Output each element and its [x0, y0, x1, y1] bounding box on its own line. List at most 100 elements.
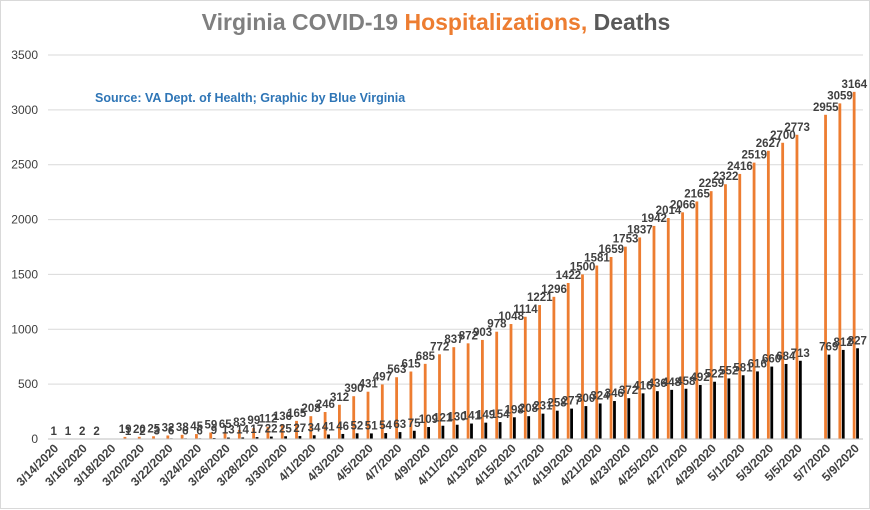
hospitalization-bar [695, 201, 698, 439]
hospitalization-data-label: 2416 [727, 161, 753, 173]
death-data-label: 3 [154, 426, 160, 438]
hospitalization-data-label: 1 [50, 426, 57, 438]
death-bar [828, 355, 831, 439]
death-bar [341, 434, 344, 439]
hospitalization-bar [438, 354, 441, 439]
hospitalization-bar [781, 143, 784, 439]
death-bar [770, 367, 773, 439]
hospitalization-bar [467, 343, 470, 439]
death-bar [527, 416, 530, 439]
hospitalization-bar [352, 396, 355, 439]
hospitalization-bar [538, 305, 541, 439]
hospitalization-bar [481, 340, 484, 439]
death-bar [470, 424, 473, 439]
hospitalization-bar [524, 317, 527, 439]
death-data-label: 63 [393, 419, 406, 431]
death-data-label: 27 [293, 423, 306, 435]
hospitalization-data-label: 2519 [741, 150, 767, 162]
hospitalization-data-label: 2773 [784, 122, 810, 134]
hospitalization-bar [681, 212, 684, 439]
death-data-label: 51 [365, 420, 378, 432]
death-bar [656, 391, 659, 439]
death-data-label: 25 [279, 423, 292, 435]
y-tick-label: 3500 [11, 48, 38, 62]
death-data-label: 46 [336, 421, 349, 433]
hospitalization-data-label: 1 [65, 426, 72, 438]
hospitalization-bar [567, 283, 570, 439]
death-bar [542, 414, 545, 439]
y-tick-label: 500 [18, 377, 38, 391]
death-bar [627, 398, 630, 439]
death-data-label: 6 [196, 425, 202, 437]
hospitalization-bar [796, 135, 799, 439]
hospitalization-data-label: 3164 [842, 79, 868, 91]
hospitalization-data-label: 2165 [684, 188, 710, 200]
death-bar [599, 403, 602, 439]
death-data-label: 17 [250, 424, 263, 436]
hospitalization-data-label: 2 [79, 426, 85, 438]
death-bar [699, 385, 702, 439]
hospitalization-data-label: 1296 [541, 284, 567, 296]
death-bar [556, 411, 559, 439]
death-data-label: 34 [308, 422, 321, 434]
death-bar [313, 435, 316, 439]
death-data-label: 1 [125, 426, 132, 438]
death-bar [799, 361, 802, 439]
death-bar [842, 350, 845, 439]
hospitalization-bar [510, 324, 513, 439]
death-bar [327, 435, 330, 439]
hospitalization-data-label: 2 [93, 426, 99, 438]
death-bar [742, 375, 745, 439]
death-bar [613, 401, 616, 439]
death-bar [856, 348, 859, 439]
death-data-label: 41 [322, 422, 335, 434]
hospitalization-data-label: 3059 [827, 90, 853, 102]
y-tick-label: 1000 [11, 322, 38, 336]
death-bar [370, 433, 373, 439]
death-bar [399, 432, 402, 439]
death-bar [727, 378, 730, 439]
death-data-label: 9 [211, 425, 217, 437]
hospitalization-bar [753, 163, 756, 439]
y-tick-label: 0 [31, 432, 38, 446]
hospitalization-data-label: 1114 [513, 304, 538, 316]
death-bar [642, 393, 645, 439]
death-bar [456, 425, 459, 439]
death-bar [513, 417, 516, 439]
death-bar [484, 423, 487, 439]
death-bar [785, 364, 788, 439]
death-bar [670, 390, 673, 439]
hospitalization-bar [610, 257, 613, 439]
hospitalization-bar [595, 266, 598, 439]
y-tick-label: 2500 [11, 158, 38, 172]
y-tick-label: 1500 [11, 267, 38, 281]
death-bar [685, 389, 688, 439]
death-bar [499, 422, 502, 439]
hospitalization-bar [495, 332, 498, 439]
death-bar [756, 371, 759, 439]
hospitalization-data-label: 2955 [813, 102, 839, 114]
death-data-label: 22 [265, 424, 278, 436]
hospitalization-bar [638, 237, 641, 439]
hospitalization-bar [667, 218, 670, 439]
hospitalization-bar [624, 247, 627, 439]
hospitalization-bar [853, 92, 856, 439]
hospitalization-bar [838, 103, 841, 439]
y-tick-label: 3000 [11, 103, 38, 117]
death-data-label: 54 [379, 420, 392, 432]
hospitalization-bar [424, 364, 427, 439]
hospitalization-bar [653, 226, 656, 439]
death-data-label: 6 [168, 425, 174, 437]
death-bar [570, 409, 573, 439]
y-tick-label: 2000 [11, 213, 38, 227]
hospitalization-data-label: 2066 [670, 199, 696, 211]
death-data-label: 2 [139, 426, 145, 438]
hospitalization-bar [581, 274, 584, 439]
hospitalization-data-label: 1659 [598, 244, 624, 256]
death-data-label: 827 [848, 335, 867, 347]
death-bar [442, 426, 445, 439]
death-bar [427, 427, 430, 439]
death-bar [413, 431, 416, 439]
hospitalization-bar [552, 297, 555, 439]
